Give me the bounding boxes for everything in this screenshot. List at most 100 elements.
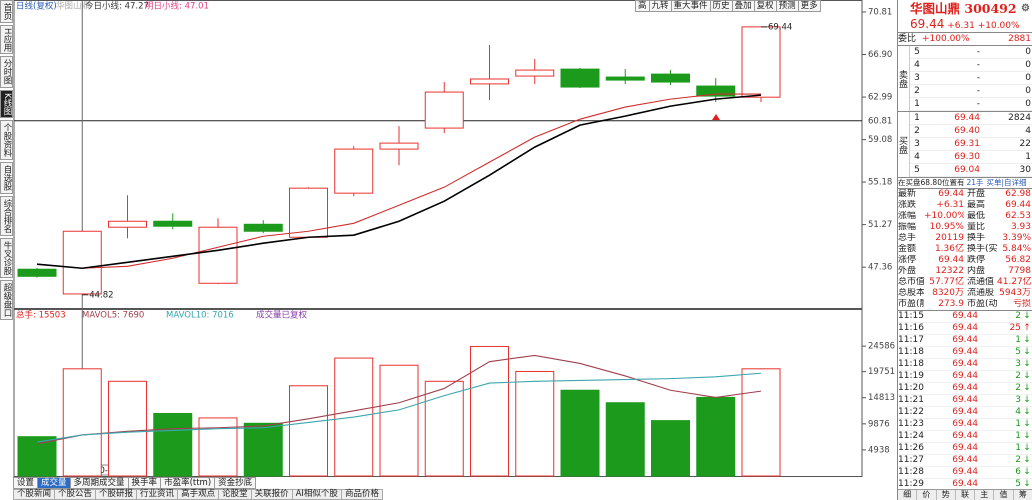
sidebar-item[interactable]: 个股资料	[0, 120, 13, 161]
nav-tab[interactable]: 高手观点	[177, 489, 220, 500]
sidebar-item[interactable]: 牛叉诊股	[0, 237, 13, 278]
toolbar-button[interactable]: 重大事件	[670, 0, 711, 12]
volume-bar	[515, 370, 555, 477]
y-tick-label: 14813	[868, 393, 895, 403]
stat-value: 3.93	[1010, 222, 1031, 232]
nav-tab[interactable]: 商品价格	[340, 489, 383, 500]
toolbar-button[interactable]: 复权	[753, 0, 777, 12]
y-tick-label: 4938	[868, 445, 890, 455]
trade-volume: 5	[1015, 347, 1021, 357]
quote-name: 华图山鼎	[910, 1, 961, 16]
quote-price: 69.44	[910, 17, 945, 31]
stat-value: 5.84%	[1002, 244, 1031, 254]
kline-frame	[13, 0, 863, 309]
stat-value: 41.27亿	[997, 277, 1032, 287]
indicator-tab[interactable]: 设置	[13, 477, 39, 489]
stat-label: 振幅	[898, 222, 917, 232]
trade-price: 69.44	[952, 359, 978, 369]
nav-tab[interactable]: 行业资讯	[136, 489, 179, 500]
candle-body	[560, 68, 600, 88]
sell-book: 卖盘 5 - 0 4 - 0 3 - 0 2 - 0 1 - 0	[897, 46, 1032, 112]
candle-body	[198, 226, 238, 284]
panel-icon[interactable]: 筹	[1014, 490, 1032, 500]
volume-header: 成交量已复权	[256, 310, 308, 321]
sidebar: 首页 H应用 分时图 K线图 个股资料 自选股 综合排名 牛叉诊股 超级盘口	[0, 0, 13, 330]
volume-bar	[243, 422, 283, 477]
book-level: 2	[914, 86, 920, 96]
toolbar-button[interactable]: 历史	[709, 0, 733, 12]
sidebar-item[interactable]: K线图	[0, 89, 13, 119]
nav-tab[interactable]: 论股堂	[218, 489, 252, 500]
toolbar-button[interactable]: 叠加	[731, 0, 755, 12]
indicator-tab[interactable]: 多周期成交量	[69, 477, 129, 489]
book-price: 69.31	[954, 139, 980, 149]
volume-header: 总手: 15503	[16, 310, 66, 321]
volume-bar	[198, 417, 238, 477]
sidebar-item[interactable]: 综合排名	[0, 195, 13, 236]
book-row: 5 69.04 30	[910, 164, 1032, 177]
trade-arrow: ↓	[1023, 467, 1031, 477]
trade-price: 69.44	[952, 323, 978, 333]
toolbar-button[interactable]: 预测	[775, 0, 799, 12]
trade-arrow: ↓	[1023, 455, 1031, 465]
book-row: 5 - 0	[910, 46, 1032, 59]
nav-tab[interactable]: AI相似个股	[291, 489, 342, 500]
toolbar: 高九转 重大事件 历史 叠加 复权 预测 更多	[635, 0, 821, 12]
trade-time: 11:23	[898, 419, 924, 429]
candle-body	[334, 148, 374, 194]
indicator-tab[interactable]: 换手率	[127, 477, 162, 489]
stat-value: 8320万	[932, 288, 964, 298]
trade-time: 11:16	[898, 323, 924, 333]
book-level: 4	[914, 60, 920, 70]
book-volume: 0	[1025, 60, 1031, 70]
panel-icon[interactable]: 势	[937, 490, 956, 500]
y-tick-label: 70.81	[868, 7, 892, 17]
sidebar-item[interactable]: 自选股	[0, 162, 13, 194]
indicator-tab[interactable]: 资金抄底	[214, 477, 257, 489]
sidebar-item[interactable]: 分时图	[0, 56, 13, 88]
trade-arrow: ↓	[1023, 431, 1031, 441]
quote-panel: 华图山鼎 300492 ⚙ 69.44 +6.31 +10.00% 委比 +10…	[897, 0, 1032, 500]
trade-volume: 1	[1015, 335, 1021, 345]
stat-value: +6.31	[936, 200, 964, 210]
nav-tab[interactable]: 个股新闻	[13, 489, 56, 500]
toolbar-button[interactable]: 更多	[797, 0, 821, 12]
note-link[interactable]: 买单|自详细	[986, 178, 1027, 187]
book-level: 2	[914, 126, 920, 136]
trade-volume: 6	[1015, 467, 1021, 477]
indicator-tab[interactable]: 市盈率(ttm)	[160, 477, 216, 489]
y-tick-label: 55.18	[868, 178, 892, 188]
y-tick-label: 51.27	[868, 220, 892, 230]
volume-bar	[108, 380, 147, 477]
book-volume: 4	[1025, 126, 1031, 136]
sidebar-item[interactable]: H应用	[0, 25, 13, 55]
toolbar-button[interactable]: 九转	[648, 0, 672, 12]
prev-close-label: 60.81	[868, 116, 892, 126]
panel-icon[interactable]: 价	[917, 490, 937, 500]
commit-diff: 2881	[1008, 34, 1031, 44]
commit-label: 委比	[898, 34, 917, 44]
volume-bar	[424, 380, 464, 477]
trade-row: 11:23 69.44 1 ↓	[898, 419, 1032, 431]
trade-volume: 1	[1015, 443, 1021, 453]
candle-body	[741, 26, 781, 98]
panel-icon[interactable]: 主	[975, 490, 995, 500]
panel-icon[interactable]: 值	[994, 490, 1014, 500]
sidebar-item[interactable]: 超级盘口	[0, 279, 13, 320]
sidebar-item[interactable]: 首页	[0, 0, 13, 23]
panel-icon[interactable]: 联	[956, 490, 976, 500]
buy-book: 买盘 1 69.44 2824 2 69.40 4 3 69.31 22 4 69.30 1 5 69.0…	[897, 112, 1032, 178]
trade-time: 11:18	[898, 359, 924, 369]
candle-body	[243, 223, 283, 232]
stat-value: 3.39%	[1002, 233, 1031, 243]
stat-label: 流通股	[967, 288, 995, 298]
nav-tab[interactable]: 个股公告	[54, 489, 97, 500]
panel-icon[interactable]: 细	[898, 490, 918, 500]
nav-tab[interactable]: 个股研报	[95, 489, 138, 500]
note-text: 在买盘68.80位置有	[898, 178, 965, 187]
ma-line	[36, 94, 762, 270]
toolbar-button[interactable]: 高	[635, 0, 650, 12]
indicator-tab[interactable]: 成交量	[37, 477, 71, 489]
nav-tab[interactable]: 关联报价	[250, 489, 293, 500]
settings-icon[interactable]: ⚙	[1021, 3, 1030, 14]
